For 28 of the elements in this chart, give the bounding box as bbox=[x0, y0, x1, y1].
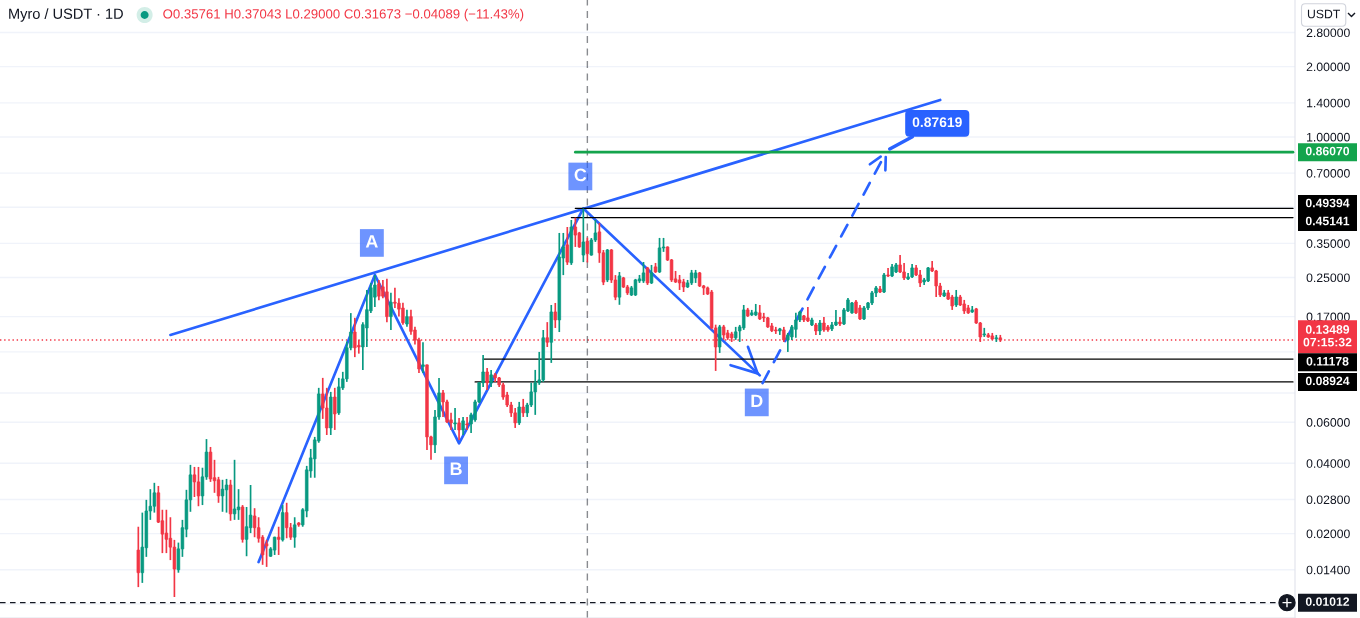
data-label: 0.08924 bbox=[1305, 376, 1350, 386]
data-label: 0.11178 bbox=[1306, 356, 1349, 366]
y-tick-label: 2.80000 bbox=[1306, 28, 1350, 38]
y-tick-label: 2.00000 bbox=[1306, 62, 1350, 72]
y-tick-label: 0.02000 bbox=[1306, 529, 1350, 539]
y-tick-label: 0.04000 bbox=[1306, 459, 1350, 468]
y-tick-label: 1.00000 bbox=[1307, 132, 1350, 142]
data-label: 0.86070 bbox=[1305, 146, 1350, 156]
text: O0.35761 H0.37043 L0.29000 C0.31673 −0.04089 (−11.43%) bbox=[163, 8, 524, 22]
ref-line-label: 0.13489 07:15:32 bbox=[1303, 325, 1352, 347]
data-label: D bbox=[751, 394, 763, 408]
y-tick-label: 1.40000 bbox=[1307, 98, 1350, 108]
text: Myro / USDT · 1D bbox=[9, 8, 123, 22]
y-tick-label: 0.02800 bbox=[1306, 495, 1350, 505]
ref-line-label: 0.01012 bbox=[1305, 597, 1350, 606]
y-tick-label: 0.35000 bbox=[1306, 239, 1350, 248]
y-tick-label: 0.01400 bbox=[1306, 565, 1350, 575]
data-label: 0.45141 bbox=[1305, 216, 1350, 226]
y-tick-label: 0.17000 bbox=[1306, 312, 1350, 322]
data-label: A bbox=[365, 235, 378, 248]
y-tick-label: 0.70000 bbox=[1306, 169, 1350, 178]
annotation: 0.87619 bbox=[912, 117, 962, 128]
y-axis-title: USDT bbox=[1307, 9, 1340, 19]
y-tick-label: 0.25000 bbox=[1306, 273, 1350, 283]
data-label: C bbox=[574, 168, 587, 182]
data-label: B bbox=[450, 462, 462, 476]
data-label: 0.49394 bbox=[1305, 198, 1350, 208]
y-tick-label: 0.06000 bbox=[1306, 418, 1350, 427]
